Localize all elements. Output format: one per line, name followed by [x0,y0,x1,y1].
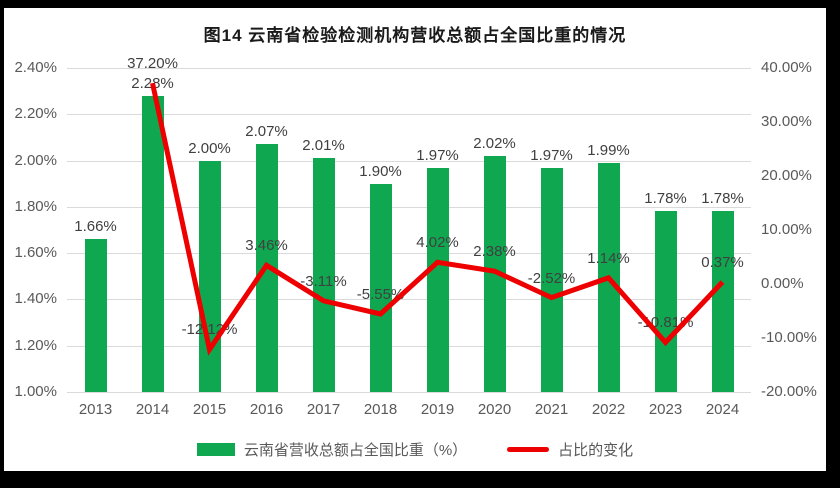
legend-label-bar: 云南省营收总额占全国比重（%） [243,441,468,459]
x-axis-label: 2015 [192,401,227,418]
bar-value-label: 1.97% [530,146,573,164]
trend-line-layer [150,82,725,356]
x-axis-label: 2023 [648,401,683,418]
x-axis-label: 2020 [477,401,512,418]
legend-bar-swatch-icon [196,442,235,456]
line-value-label: -5.55% [356,285,405,303]
bar [141,95,164,392]
gridline [67,160,751,162]
line-value-label: -12.12% [181,321,238,339]
bar [711,211,734,392]
legend-label-line: 占比的变化 [558,441,634,459]
left-axis-tick: 1.20% [14,336,57,354]
right-axis-tick: -10.00% [761,329,817,346]
right-axis-tick: 20.00% [761,167,812,184]
left-axis-tick: 2.00% [14,151,57,169]
line-value-label: 0.37% [701,254,744,271]
bar-value-label: 2.02% [473,134,516,152]
bar-value-label: 1.97% [416,146,459,164]
gridline [67,114,751,116]
gridline [67,253,751,255]
bar-value-label: 1.78% [701,190,744,208]
left-axis-tick: 2.20% [14,105,57,123]
right-axis-tick: 10.00% [761,221,812,238]
chart-canvas: 图14 云南省检验检测机构营收总额占全国比重的情况 云南省营收总额占全国比重（%… [4,8,826,471]
line-value-label: -3.11% [300,272,347,290]
bar-value-label: 1.66% [74,218,117,236]
x-axis-label: 2017 [306,401,341,418]
x-axis-label: 2024 [705,401,740,418]
x-axis-label: 2013 [78,401,113,418]
left-axis-tick: 1.60% [14,244,57,262]
left-axis-tick: 1.80% [14,197,57,215]
bar [255,144,278,392]
gridline [67,345,751,347]
line-value-label: -2.52% [527,269,576,287]
line-value-label: -10.81% [637,314,694,332]
left-axis-tick: 1.40% [14,290,57,308]
x-axis-label: 2014 [135,401,170,418]
left-axis-tick: 2.40% [14,59,57,76]
line-value-label: 1.14% [587,249,630,267]
bar-value-label: 2.00% [188,139,231,157]
bar-value-label: 1.90% [359,162,402,180]
bar-value-label: 2.01% [302,137,345,155]
bar [483,155,506,392]
bar [654,211,677,392]
right-axis-tick: 40.00% [761,59,812,76]
legend: 云南省营收总额占全国比重（%） 占比的变化 [4,438,826,460]
right-axis-tick: 0.00% [761,275,804,292]
chart-title: 图14 云南省检验检测机构营收总额占全国比重的情况 [203,26,627,45]
bar [198,160,221,392]
bar [597,162,620,392]
bar [84,239,107,392]
bar-value-label: 1.78% [644,190,687,208]
x-axis-label: 2018 [363,401,398,418]
line-value-label: 4.02% [416,234,459,252]
line-value-label: 3.46% [245,237,288,255]
right-axis-tick: -20.00% [761,383,817,400]
left-axis-tick: 1.00% [14,383,57,400]
x-axis-label: 2019 [420,401,455,418]
bar [426,167,449,392]
x-axis-label: 2021 [534,401,569,418]
line-value-label: 2.38% [473,243,516,261]
x-axis-label: 2016 [249,401,284,418]
gridline [67,299,751,301]
legend-line-swatch-icon [507,446,550,452]
bar-value-label: 1.99% [587,141,630,159]
bar-value-label: 2.28% [131,74,174,92]
right-axis-tick: 30.00% [761,113,812,130]
bar-value-label: 2.07% [245,123,288,141]
gridline [67,392,751,393]
line-value-label: 37.20% [127,55,178,73]
gridline [67,68,751,69]
x-axis-label: 2022 [591,401,626,418]
